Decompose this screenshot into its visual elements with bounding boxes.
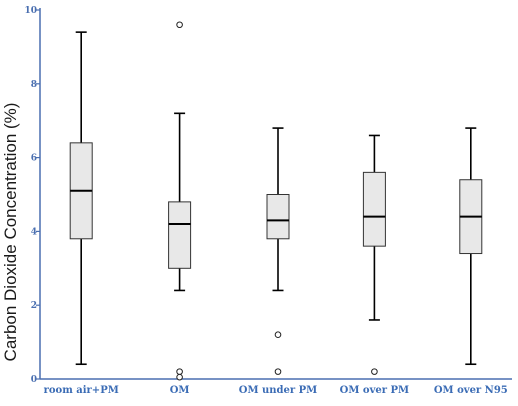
box-3 xyxy=(266,127,290,375)
boxes xyxy=(69,21,483,381)
y-tick-label: 4 xyxy=(31,227,37,237)
y-axis-label: Carbon Dioxide Concentration (%) xyxy=(1,103,20,362)
y-tick-label: 2 xyxy=(31,301,37,311)
iqr-box xyxy=(168,201,192,269)
box-1 xyxy=(69,31,93,366)
y-tick-label: 8 xyxy=(31,80,37,90)
iqr-box xyxy=(266,194,290,240)
y-tick-label: 0 xyxy=(31,375,37,385)
x-axis-ticks: room air+PM OM OM under PM OM over PM OM ove… xyxy=(44,385,508,396)
x-tick-label: room air+PM xyxy=(44,385,119,396)
x-tick-label: OM xyxy=(170,385,190,396)
outlier-point xyxy=(176,21,183,29)
y-tick-label: 10 xyxy=(24,6,37,16)
box-4 xyxy=(362,134,386,375)
iqr-box xyxy=(362,171,386,247)
outlier-point xyxy=(274,368,282,375)
outlier-point xyxy=(176,368,183,375)
x-tick-label: OM under PM xyxy=(239,385,318,396)
outlier-point xyxy=(371,368,378,375)
x-tick-label: OM over N95 xyxy=(434,385,508,396)
y-axis-ticks: 0 2 4 6 8 10 xyxy=(24,6,40,385)
axes xyxy=(39,8,512,380)
box-2 xyxy=(168,21,192,381)
box-5 xyxy=(459,127,483,366)
y-tick-label: 6 xyxy=(31,154,37,164)
outlier-point xyxy=(274,331,282,339)
x-tick-label: OM over PM xyxy=(340,385,409,396)
outlier-point xyxy=(176,373,183,381)
